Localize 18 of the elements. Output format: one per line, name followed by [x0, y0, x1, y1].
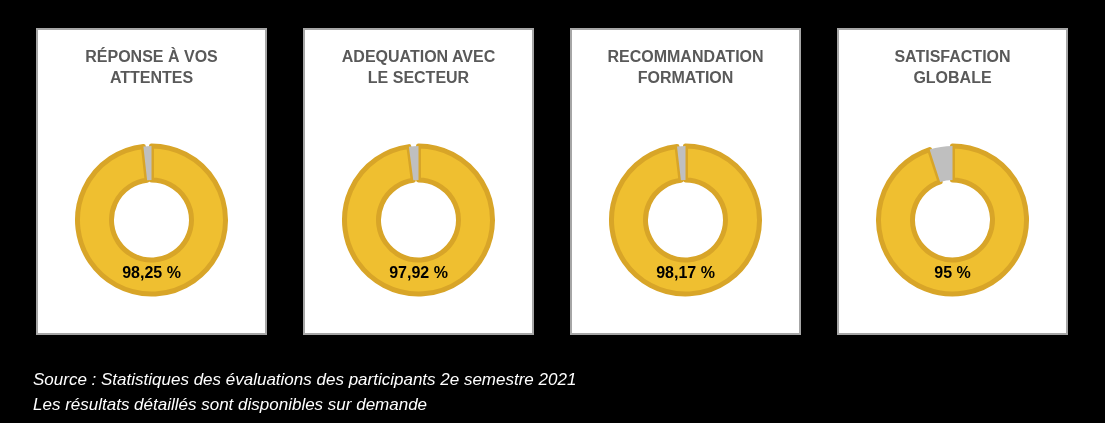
source-note: Source : Statistiques des évaluations des participants 2e semestre 2021	[33, 370, 577, 389]
donut-slice	[143, 146, 152, 181]
donut-slice	[408, 146, 419, 181]
data-label: 97,92 %	[389, 264, 448, 281]
text: Les résultats détaillés sont disponibles sur demande	[33, 395, 428, 414]
data-label: 98,25 %	[122, 264, 181, 281]
chart-title: ADEQUATION AVEC LE SECTEUR	[341, 48, 496, 86]
donut-slice	[609, 143, 762, 297]
chart-title: SATISFACTION GLOBALE	[894, 48, 1011, 86]
data-label: 98,17 %	[656, 264, 715, 281]
donut-slice	[876, 143, 1029, 297]
donut-slice	[929, 146, 953, 182]
donut-slice	[342, 143, 495, 297]
data-label: 95 %	[934, 264, 971, 281]
chart-title: RECOMMANDATION FORMATION	[607, 48, 764, 86]
donut-slice	[75, 143, 228, 297]
donut-slice	[677, 146, 686, 181]
chart-title: RÉPONSE À VOS ATTENTES	[85, 47, 219, 86]
